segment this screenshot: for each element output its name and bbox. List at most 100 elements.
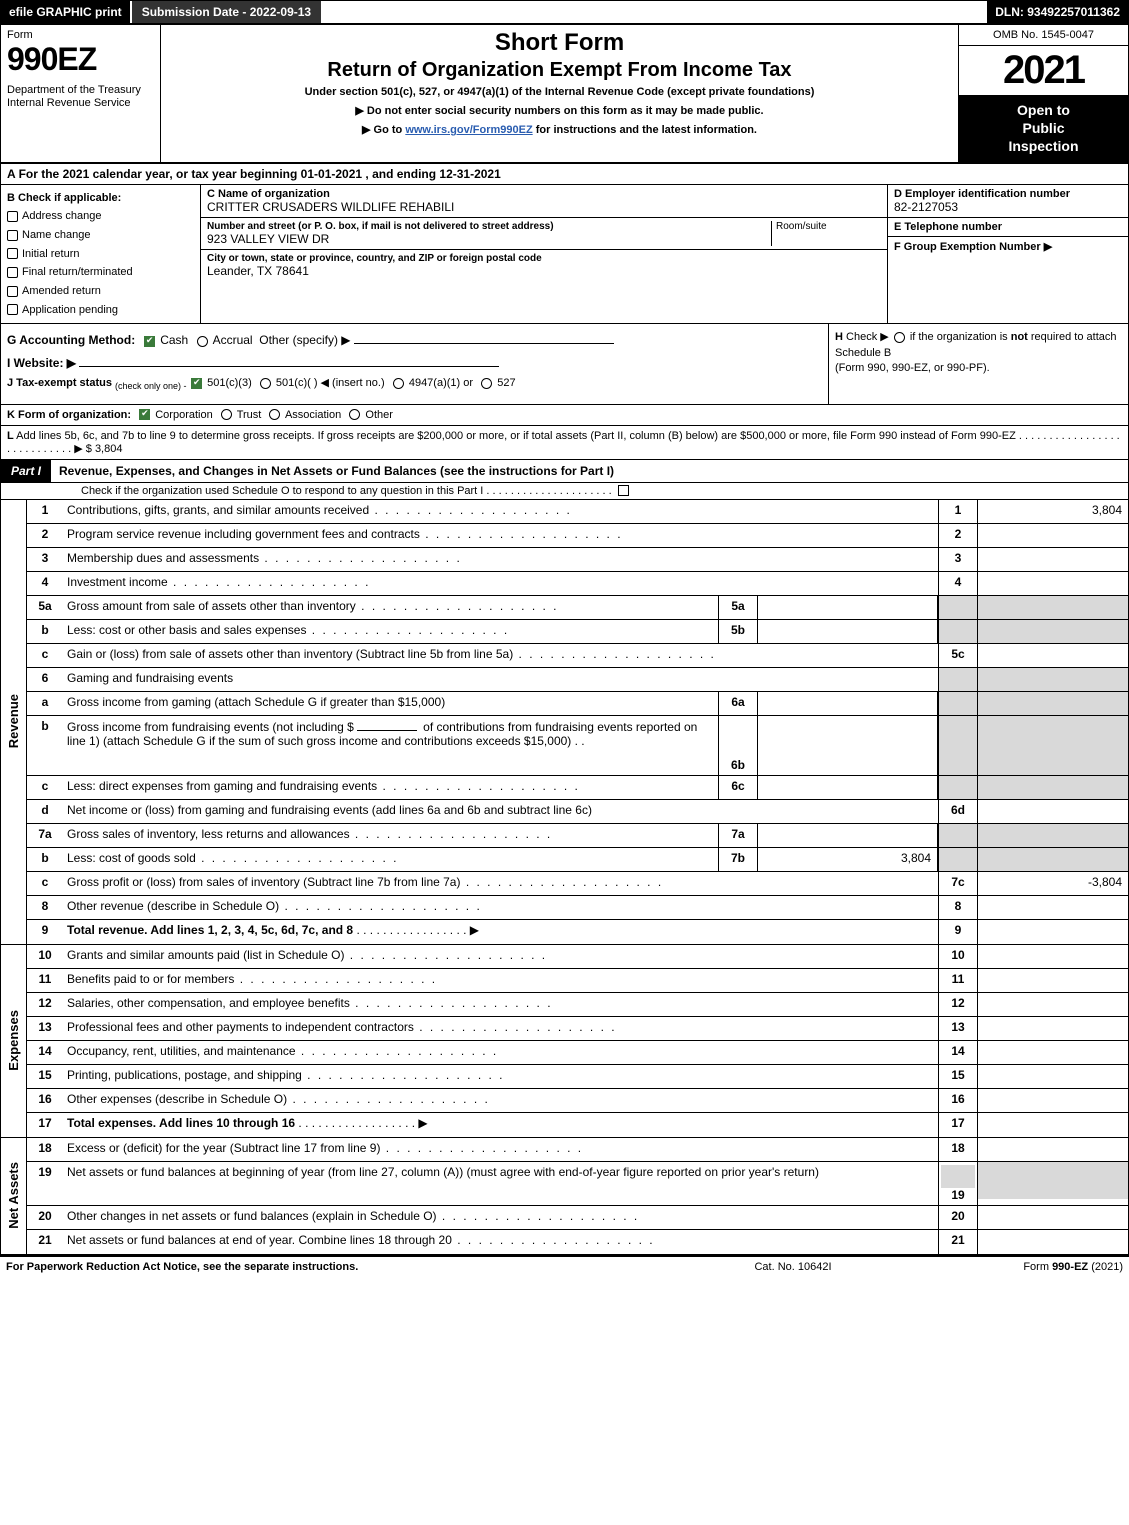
checkbox-icon[interactable] bbox=[7, 304, 18, 315]
line-desc: Net assets or fund balances at beginning… bbox=[63, 1162, 938, 1205]
line-num: c bbox=[27, 644, 63, 667]
b-opt-name-change[interactable]: Name change bbox=[7, 226, 194, 245]
line-19-valshade bbox=[978, 1162, 1128, 1199]
checkbox-H[interactable] bbox=[894, 332, 905, 343]
b-opt-amended-return[interactable]: Amended return bbox=[7, 282, 194, 301]
l-text: Add lines 5b, 6c, and 7b to line 9 to de… bbox=[7, 430, 1120, 455]
checkbox-icon[interactable] bbox=[7, 211, 18, 222]
footer-right-pre: Form bbox=[1023, 1261, 1052, 1273]
line-6b-blank[interactable] bbox=[357, 719, 417, 731]
line-sub-num: 6c bbox=[718, 776, 758, 799]
open-line2: Public bbox=[963, 119, 1124, 137]
line-main-val: 3,804 bbox=[978, 500, 1128, 523]
line-sub-num: 7a bbox=[718, 824, 758, 847]
line-num: 18 bbox=[27, 1138, 63, 1161]
checkbox-icon[interactable] bbox=[7, 230, 18, 241]
line-main-val-shade bbox=[978, 848, 1128, 871]
line-21: 21 Net assets or fund balances at end of… bbox=[27, 1230, 1128, 1254]
checkbox-501c3-checked[interactable] bbox=[191, 378, 202, 389]
b-opt-final-return[interactable]: Final return/terminated bbox=[7, 263, 194, 282]
i-label: I Website: ▶ bbox=[7, 356, 76, 370]
line-desc: Total revenue. Add lines 1, 2, 3, 4, 5c,… bbox=[63, 920, 938, 944]
line-num: 5a bbox=[27, 596, 63, 619]
b-opt-address-change[interactable]: Address change bbox=[7, 207, 194, 226]
line-main-val bbox=[978, 1065, 1128, 1088]
g-other-blank[interactable] bbox=[354, 330, 614, 344]
line-desc: Total expenses. Add lines 10 through 16 … bbox=[63, 1113, 938, 1137]
form-title-2: Return of Organization Exempt From Incom… bbox=[169, 59, 950, 82]
checkbox-partI[interactable] bbox=[618, 485, 629, 496]
line-num: 19 bbox=[27, 1162, 63, 1205]
line-main-val bbox=[978, 1089, 1128, 1112]
topbar: efile GRAPHIC print Submission Date - 20… bbox=[1, 1, 1128, 25]
line-main-num: 4 bbox=[938, 572, 978, 595]
line-num: 14 bbox=[27, 1041, 63, 1064]
line-10: 10 Grants and similar amounts paid (list… bbox=[27, 945, 1128, 969]
checkbox-icon[interactable] bbox=[7, 267, 18, 278]
checkbox-527[interactable] bbox=[481, 378, 492, 389]
line-desc: Less: cost of goods sold bbox=[63, 848, 718, 871]
line-desc: Net assets or fund balances at end of ye… bbox=[63, 1230, 938, 1254]
line-main-num-shade bbox=[938, 596, 978, 619]
part-I-sub-text: Check if the organization used Schedule … bbox=[81, 485, 612, 497]
checkbox-icon[interactable] bbox=[7, 286, 18, 297]
k-label: K Form of organization: bbox=[7, 409, 131, 421]
checkbox-4947[interactable] bbox=[393, 378, 404, 389]
line-num: 11 bbox=[27, 969, 63, 992]
line-num: 1 bbox=[27, 500, 63, 523]
line-14: 14 Occupancy, rent, utilities, and maint… bbox=[27, 1041, 1128, 1065]
line-desc: Program service revenue including govern… bbox=[63, 524, 938, 547]
line-sub-val bbox=[758, 596, 938, 619]
website-blank[interactable] bbox=[79, 353, 499, 367]
line-main-val bbox=[978, 896, 1128, 919]
efile-print-label[interactable]: efile GRAPHIC print bbox=[1, 1, 130, 23]
line-sub-num: 5b bbox=[718, 620, 758, 643]
form-page: efile GRAPHIC print Submission Date - 20… bbox=[0, 0, 1129, 1257]
b-opt-label: Application pending bbox=[22, 304, 118, 316]
c-city-label: City or town, state or province, country… bbox=[207, 253, 881, 264]
checkbox-association[interactable] bbox=[269, 409, 280, 420]
line-19: 19 Net assets or fund balances at beginn… bbox=[27, 1162, 1128, 1206]
checkbox-icon[interactable] bbox=[7, 248, 18, 259]
line-desc: Gaming and fundraising events bbox=[63, 668, 938, 691]
col-C: C Name of organization CRITTER CRUSADERS… bbox=[201, 185, 888, 324]
b-opt-label: Amended return bbox=[22, 285, 101, 297]
line-desc: Net income or (loss) from gaming and fun… bbox=[63, 800, 938, 823]
line-num: 2 bbox=[27, 524, 63, 547]
row-A: A For the 2021 calendar year, or tax yea… bbox=[1, 164, 1128, 185]
line-main-val bbox=[978, 1041, 1128, 1064]
b-opt-label: Initial return bbox=[22, 248, 79, 260]
d-ein-label: D Employer identification number bbox=[894, 188, 1122, 200]
k-assoc: Association bbox=[285, 409, 341, 421]
line-main-num-shade bbox=[938, 824, 978, 847]
checkbox-trust[interactable] bbox=[221, 409, 232, 420]
b-opt-initial-return[interactable]: Initial return bbox=[7, 245, 194, 264]
b-opt-label: Address change bbox=[22, 210, 102, 222]
checkbox-cash-checked[interactable] bbox=[144, 336, 155, 347]
checkbox-accrual[interactable] bbox=[197, 336, 208, 347]
line-main-num-shade bbox=[938, 776, 978, 799]
header-right: OMB No. 1545-0047 2021 Open to Public In… bbox=[958, 25, 1128, 162]
line-sub-val: 3,804 bbox=[758, 848, 938, 871]
line-main-num: 16 bbox=[938, 1089, 978, 1112]
line-main-val bbox=[978, 1113, 1128, 1137]
col-G-I-J: G Accounting Method: Cash Accrual Other … bbox=[1, 324, 828, 403]
row-I: I Website: ▶ bbox=[7, 353, 822, 370]
line-main-val-shade bbox=[978, 776, 1128, 799]
checkbox-corporation-checked[interactable] bbox=[139, 409, 150, 420]
line-2: 2 Program service revenue including gove… bbox=[27, 524, 1128, 548]
line-sub-val bbox=[758, 716, 938, 775]
g-other: Other (specify) ▶ bbox=[259, 333, 350, 347]
h-text1: Check ▶ bbox=[843, 331, 892, 343]
line-6b: b Gross income from fundraising events (… bbox=[27, 716, 1128, 776]
topbar-spacer bbox=[321, 1, 987, 23]
irs-link[interactable]: www.irs.gov/Form990EZ bbox=[405, 124, 532, 136]
line-8: 8 Other revenue (describe in Schedule O)… bbox=[27, 896, 1128, 920]
checkbox-other[interactable] bbox=[349, 409, 360, 420]
line-6b-d1: Gross income from fundraising events (no… bbox=[67, 720, 354, 734]
b-opt-application-pending[interactable]: Application pending bbox=[7, 301, 194, 320]
line-main-num: 2 bbox=[938, 524, 978, 547]
c-city-value: Leander, TX 78641 bbox=[207, 264, 881, 278]
checkbox-501c[interactable] bbox=[260, 378, 271, 389]
line-main-num-shade bbox=[938, 716, 978, 775]
